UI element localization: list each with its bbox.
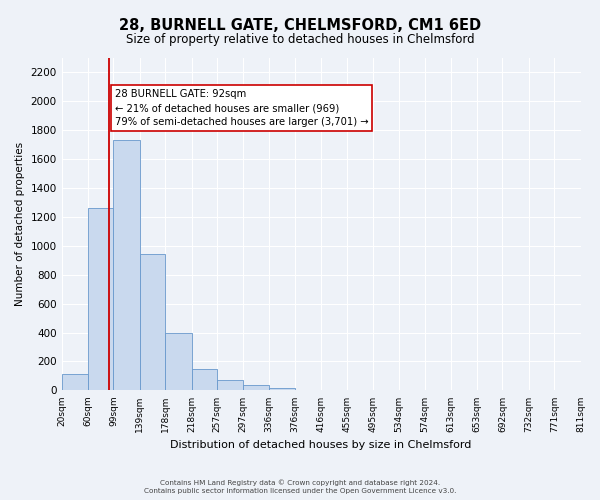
Bar <box>113 140 140 390</box>
Bar <box>244 386 269 390</box>
Text: Size of property relative to detached houses in Chelmsford: Size of property relative to detached ho… <box>125 32 475 46</box>
X-axis label: Distribution of detached houses by size in Chelmsford: Distribution of detached houses by size … <box>170 440 472 450</box>
Text: 28, BURNELL GATE, CHELMSFORD, CM1 6ED: 28, BURNELL GATE, CHELMSFORD, CM1 6ED <box>119 18 481 32</box>
Bar <box>191 368 217 390</box>
Bar <box>269 388 295 390</box>
Bar <box>88 208 113 390</box>
Bar <box>217 380 244 390</box>
Bar <box>166 332 191 390</box>
Text: Contains HM Land Registry data © Crown copyright and database right 2024.
Contai: Contains HM Land Registry data © Crown c… <box>144 479 456 494</box>
Bar <box>62 374 88 390</box>
Text: 28 BURNELL GATE: 92sqm
← 21% of detached houses are smaller (969)
79% of semi-de: 28 BURNELL GATE: 92sqm ← 21% of detached… <box>115 90 368 128</box>
Bar <box>140 254 166 390</box>
Y-axis label: Number of detached properties: Number of detached properties <box>15 142 25 306</box>
